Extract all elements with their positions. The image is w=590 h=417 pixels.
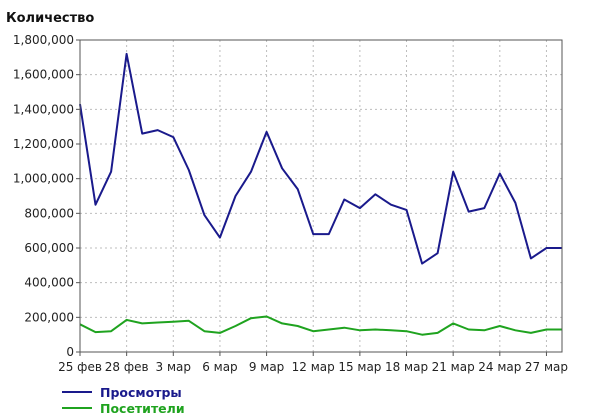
- x-tick-label: 15 мар: [338, 360, 381, 374]
- x-tick-label: 28 фев: [105, 360, 149, 374]
- x-tick-label: 27 мар: [525, 360, 568, 374]
- x-tick-label: 3 мар: [156, 360, 191, 374]
- y-tick-label: 0: [66, 345, 74, 359]
- x-tick-label: 9 мар: [249, 360, 284, 374]
- legend-swatch-views: [62, 391, 92, 393]
- plot-frame: [79, 39, 563, 353]
- legend-swatch-visitors: [62, 407, 92, 409]
- y-tick-label: 800,000: [24, 206, 74, 220]
- legend-item-visitors: Посетители: [62, 400, 185, 416]
- series-line-views: [79, 52, 562, 265]
- legend-label-views: Просмотры: [100, 384, 182, 400]
- x-tick-label: 12 мар: [292, 360, 335, 374]
- x-tick-label: 21 мар: [432, 360, 475, 374]
- x-tick-label: 24 мар: [478, 360, 521, 374]
- y-tick-label: 1,800,000: [13, 33, 74, 47]
- y-tick-label: 600,000: [24, 241, 74, 255]
- x-axis-ticks: 25 фев 28 фев 3 мар 6 мар 9 мар 12 мар 15 мар 1…: [58, 352, 568, 374]
- y-axis-ticks: 0 200,000 400,000 600,000 800,000 1,000,000 1,…: [13, 33, 80, 359]
- y-axis-label: Количество: [6, 11, 94, 26]
- legend-label-visitors: Посетители: [100, 400, 185, 416]
- series-lines: [79, 52, 562, 336]
- legend-item-views: Просмотры: [62, 384, 185, 400]
- grid: [79, 39, 562, 352]
- y-tick-label: 1,400,000: [13, 102, 74, 116]
- y-tick-label: 400,000: [24, 276, 74, 290]
- x-tick-label: 25 фев: [58, 360, 102, 374]
- x-tick-label: 6 мар: [202, 360, 237, 374]
- y-tick-label: 200,000: [24, 310, 74, 324]
- y-tick-label: 1,000,000: [13, 172, 74, 186]
- y-tick-label: 1,600,000: [13, 68, 74, 82]
- series-line-visitors: [79, 315, 562, 336]
- y-tick-label: 1,200,000: [13, 137, 74, 151]
- x-tick-label: 18 мар: [385, 360, 428, 374]
- legend: Просмотры Посетители: [62, 384, 185, 416]
